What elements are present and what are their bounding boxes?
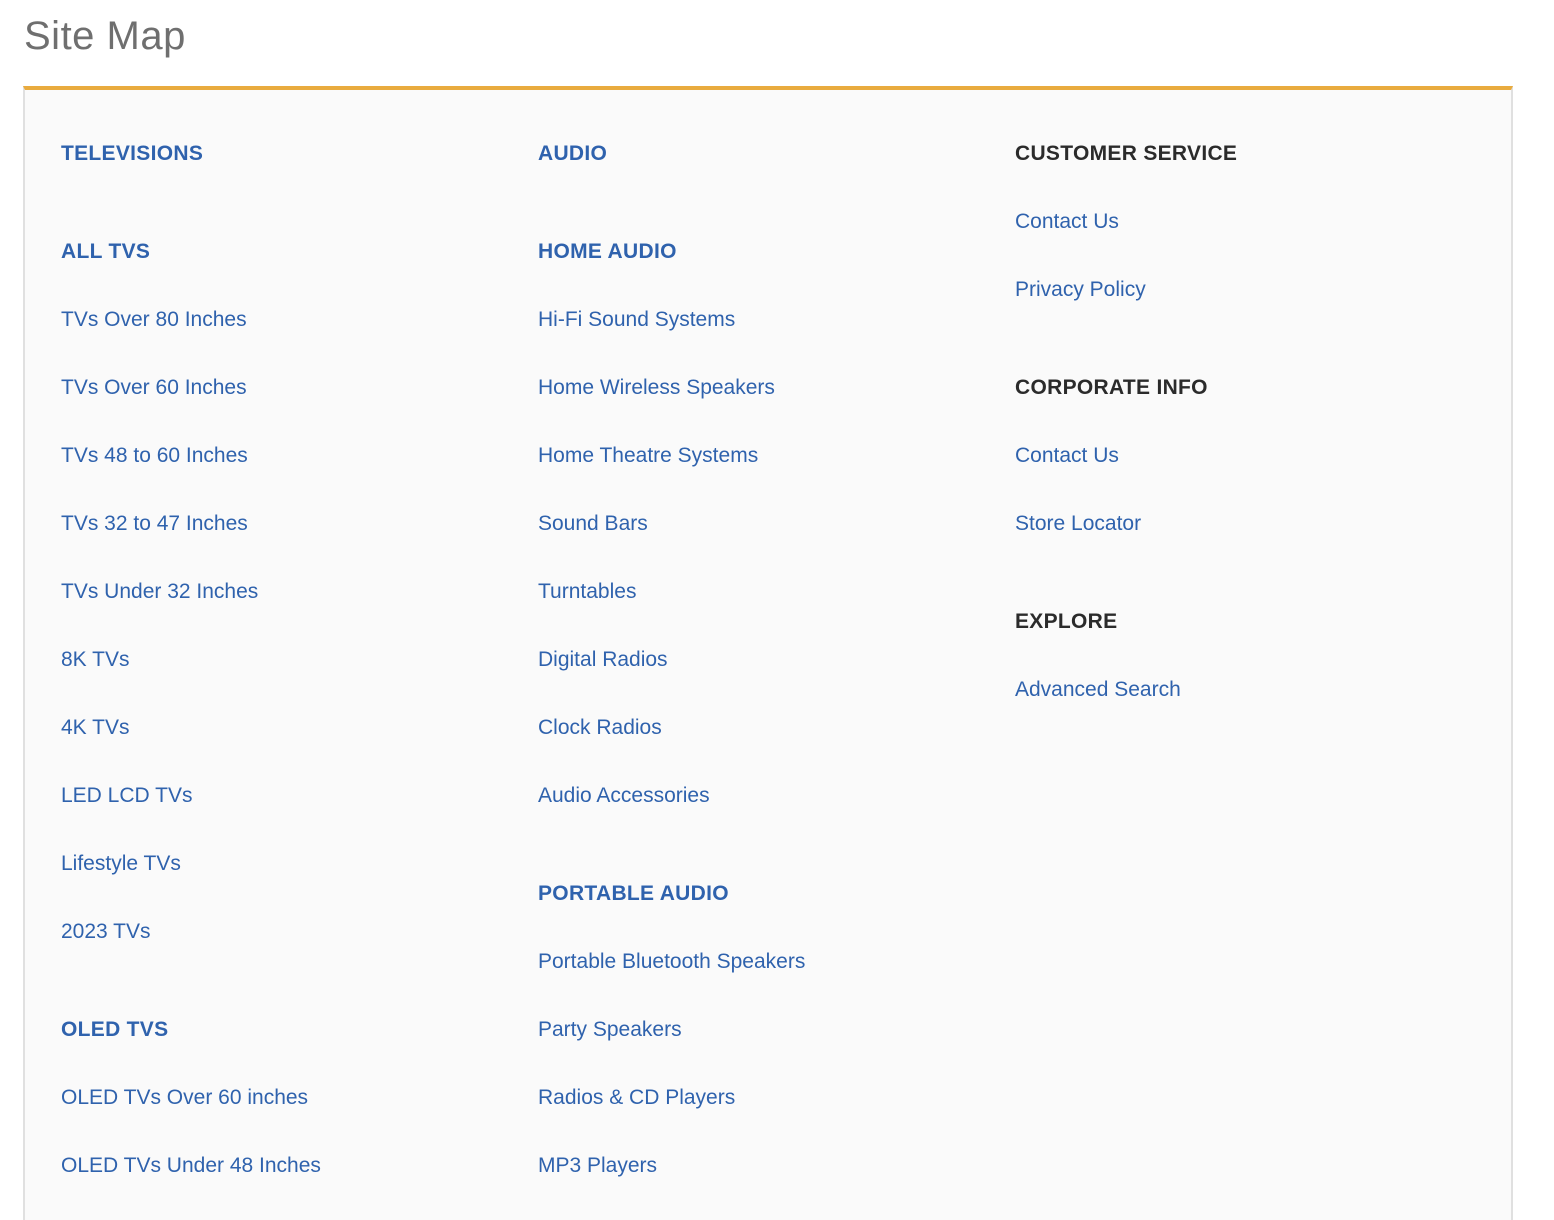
- sitemap-link[interactable]: Radios & CD Players: [538, 1086, 736, 1109]
- section-heading[interactable]: PORTABLE AUDIO: [538, 882, 729, 905]
- sitemap-link[interactable]: LED LCD TVs: [61, 784, 193, 807]
- sitemap-link[interactable]: Turntables: [538, 580, 637, 603]
- sitemap-link[interactable]: MP3 Players: [538, 1154, 658, 1177]
- sitemap-link[interactable]: Sound Bars: [538, 512, 648, 535]
- section-heading: CUSTOMER SERVICE: [1015, 142, 1238, 165]
- sitemap-section: CUSTOMER SERVICE Contact Us Privacy Policy: [1015, 120, 1475, 324]
- section-heading[interactable]: ALL TVS: [61, 240, 151, 263]
- section-heading[interactable]: TELEVISIONS: [61, 142, 204, 165]
- sitemap-link[interactable]: OLED TVs Over 60 inches: [61, 1086, 309, 1109]
- sitemap-link[interactable]: TVs Over 80 Inches: [61, 308, 247, 331]
- sitemap-link[interactable]: Audio Accessories: [538, 784, 710, 807]
- sitemap-section: HOME AUDIO Hi-Fi Sound Systems Home Wirele…: [538, 218, 998, 830]
- sitemap-link[interactable]: Home Wireless Speakers: [538, 376, 775, 399]
- column-customer-service: CUSTOMER SERVICE Contact Us Privacy Policy…: [1015, 120, 1475, 724]
- sitemap-link[interactable]: Digital Radios: [538, 648, 668, 671]
- sitemap-link[interactable]: TVs 32 to 47 Inches: [61, 512, 248, 535]
- column-televisions: TELEVISIONS ALL TVS TVs Over 80 Inches TVs …: [61, 120, 521, 1200]
- sitemap-link[interactable]: Store Locator: [1015, 512, 1142, 535]
- sitemap-link[interactable]: Contact Us: [1015, 210, 1119, 233]
- sitemap-link[interactable]: Privacy Policy: [1015, 278, 1146, 301]
- section-heading[interactable]: HOME AUDIO: [538, 240, 677, 263]
- sitemap-link[interactable]: Portable Bluetooth Speakers: [538, 950, 806, 973]
- sitemap-section: TELEVISIONS: [61, 120, 521, 188]
- sitemap-link[interactable]: Home Theatre Systems: [538, 444, 759, 467]
- sitemap-section: OLED TVS OLED TVs Over 60 inches OLED TVs …: [61, 996, 521, 1200]
- sitemap-link[interactable]: Contact Us: [1015, 444, 1119, 467]
- sitemap-link[interactable]: TVs Under 32 Inches: [61, 580, 259, 603]
- section-heading: EXPLORE: [1015, 610, 1118, 633]
- sitemap-section: PORTABLE AUDIO Portable Bluetooth Speaker…: [538, 860, 998, 1200]
- section-heading[interactable]: OLED TVS: [61, 1018, 169, 1041]
- sitemap-link[interactable]: TVs 48 to 60 Inches: [61, 444, 248, 467]
- sitemap-panel: TELEVISIONS ALL TVS TVs Over 80 Inches TVs …: [23, 86, 1513, 1220]
- sitemap-link[interactable]: Lifestyle TVs: [61, 852, 181, 875]
- sitemap-link[interactable]: Clock Radios: [538, 716, 662, 739]
- section-heading[interactable]: AUDIO: [538, 142, 608, 165]
- sitemap-link[interactable]: 2023 TVs: [61, 920, 151, 943]
- sitemap-section: ALL TVS TVs Over 80 Inches TVs Over 60 Inc…: [61, 218, 521, 966]
- sitemap-section: AUDIO: [538, 120, 998, 188]
- sitemap-link[interactable]: OLED TVs Under 48 Inches: [61, 1154, 321, 1177]
- page-title: Site Map: [24, 14, 186, 58]
- sitemap-link[interactable]: Party Speakers: [538, 1018, 682, 1041]
- sitemap-section: CORPORATE INFO Contact Us Store Locator: [1015, 354, 1475, 558]
- sitemap-link[interactable]: Hi-Fi Sound Systems: [538, 308, 736, 331]
- sitemap-section: EXPLORE Advanced Search: [1015, 588, 1475, 724]
- sitemap-link[interactable]: Advanced Search: [1015, 678, 1181, 701]
- column-audio: AUDIO HOME AUDIO Hi-Fi Sound Systems Home W…: [538, 120, 998, 1200]
- sitemap-link[interactable]: 4K TVs: [61, 716, 130, 739]
- sitemap-link[interactable]: 8K TVs: [61, 648, 130, 671]
- sitemap-link[interactable]: TVs Over 60 Inches: [61, 376, 247, 399]
- section-heading: CORPORATE INFO: [1015, 376, 1208, 399]
